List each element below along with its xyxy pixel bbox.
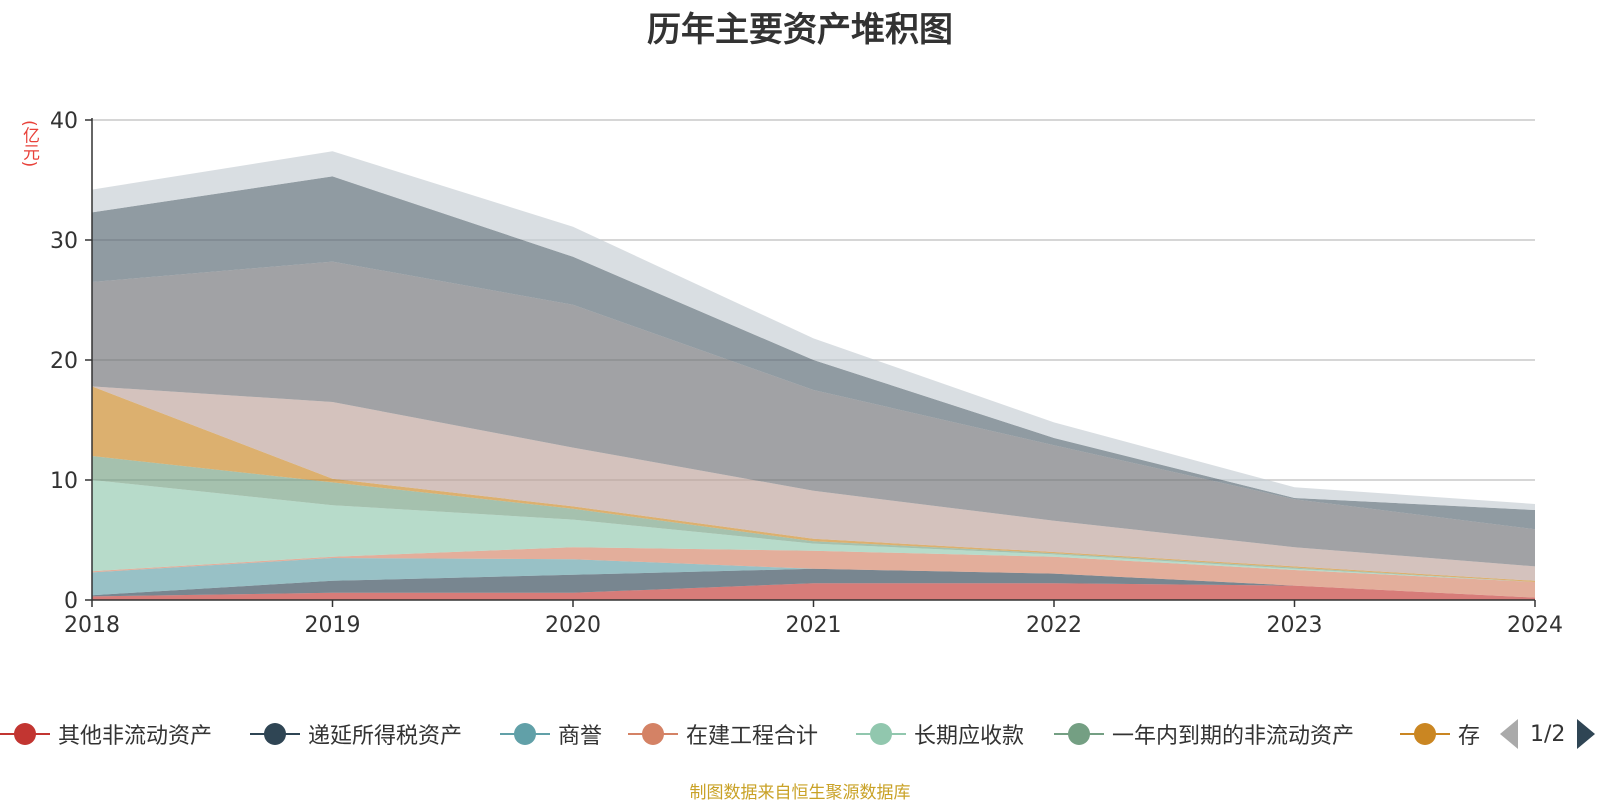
legend-label-4: 在建工程合计 [686, 724, 819, 749]
legend-item-3[interactable]: 商誉 [500, 716, 602, 752]
x-tick-label-2022: 2022 [1026, 613, 1082, 638]
legend-next-page-icon[interactable] [1577, 719, 1596, 749]
legend-page-indicator: 1/2 [1530, 721, 1566, 747]
legend-item-4[interactable]: 在建工程合计 [628, 716, 818, 752]
y-tick-label-10: 10 [50, 469, 78, 494]
area-series-5 [92, 480, 1535, 582]
legend-prev-page-icon[interactable] [1500, 719, 1518, 749]
legend-item-5[interactable]: 长期应收款 [856, 716, 1024, 752]
area-series-10 [92, 176, 1535, 530]
legend-label-3: 商誉 [558, 724, 603, 749]
legend-item-6[interactable]: 一年内到期的非流动资产 [1054, 716, 1354, 752]
chart-title: 历年主要资产堆积图 [647, 10, 953, 50]
area-series-2 [92, 568, 1535, 598]
y-axis-unit-label: (亿元) [19, 120, 39, 168]
area-series-11 [92, 151, 1535, 510]
axes: 0 10 20 30 40 2018 2019 2020 2021 2022 2023 2024 [50, 109, 1563, 638]
x-tick-label-2020: 2020 [545, 613, 601, 638]
legend-label-5: 长期应收款 [914, 724, 1025, 749]
legend-marker-3 [500, 719, 550, 749]
x-tick-label-2023: 2023 [1267, 613, 1323, 638]
legend-label-7: 存 [1458, 724, 1481, 749]
legend-item-2[interactable]: 递延所得税资产 [250, 716, 462, 752]
y-tick-label-20: 20 [50, 349, 78, 374]
legend: 其他非流动资产 递延所得税资产 商誉 在建工程合计 长期应收款 [0, 716, 1600, 752]
area-series-1 [92, 583, 1535, 600]
x-tick-label-2018: 2018 [64, 613, 120, 638]
legend-item-7[interactable]: 存 [1400, 716, 1480, 752]
legend-marker-4 [628, 719, 678, 749]
area-series-8 [92, 386, 1535, 581]
area-series-9 [92, 261, 1535, 567]
legend-marker-7 [1400, 719, 1450, 749]
x-tick-label-2019: 2019 [305, 613, 361, 638]
legend-marker-6 [1054, 719, 1104, 749]
x-tick-label-2024: 2024 [1507, 613, 1563, 638]
legend-label-2: 递延所得税资产 [308, 724, 463, 749]
y-tick-label-30: 30 [50, 229, 78, 254]
y-tick-label-0: 0 [64, 589, 78, 614]
legend-marker-2 [250, 719, 300, 749]
source-note: 制图数据来自恒生聚源数据库 [689, 783, 911, 803]
x-tick-label-2021: 2021 [786, 613, 842, 638]
area-series-4 [92, 547, 1535, 598]
legend-marker-1 [0, 719, 50, 749]
y-tick-label-40: 40 [50, 109, 78, 134]
area-series-layer [92, 151, 1535, 600]
legend-marker-5 [856, 719, 906, 749]
legend-item-1[interactable]: 其他非流动资产 [0, 716, 212, 752]
legend-pager: 1/2 [1500, 716, 1596, 752]
legend-label-6: 一年内到期的非流动资产 [1112, 724, 1355, 749]
area-series-3 [92, 558, 1535, 598]
legend-label-1: 其他非流动资产 [58, 724, 213, 749]
